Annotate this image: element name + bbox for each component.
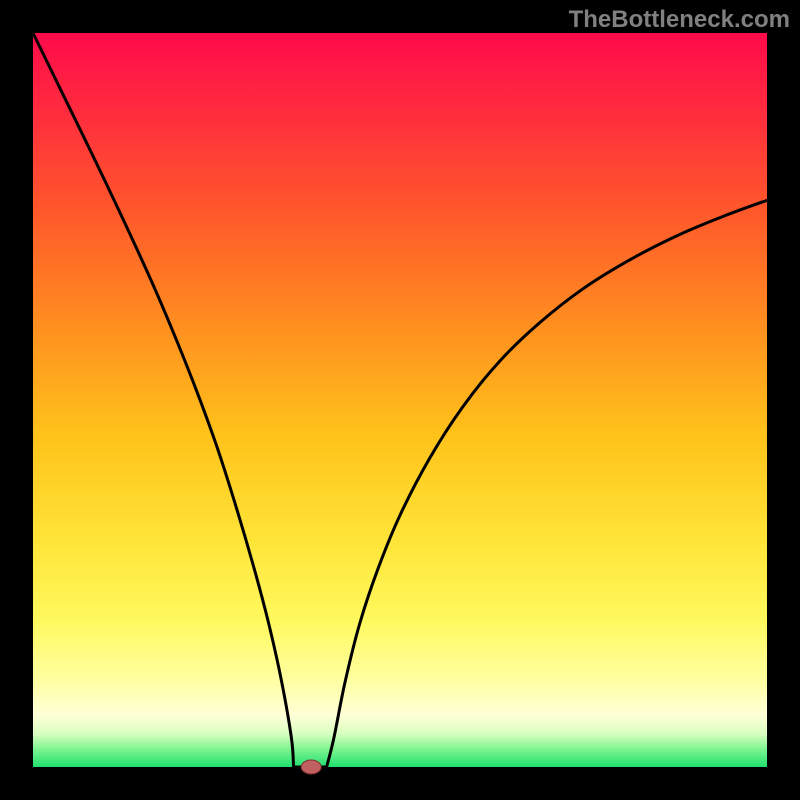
bottleneck-chart [0, 0, 800, 800]
optimal-marker [301, 760, 321, 774]
watermark-text: TheBottleneck.com [569, 6, 790, 34]
chart-container: TheBottleneck.com [0, 0, 800, 800]
plot-background [33, 33, 767, 767]
